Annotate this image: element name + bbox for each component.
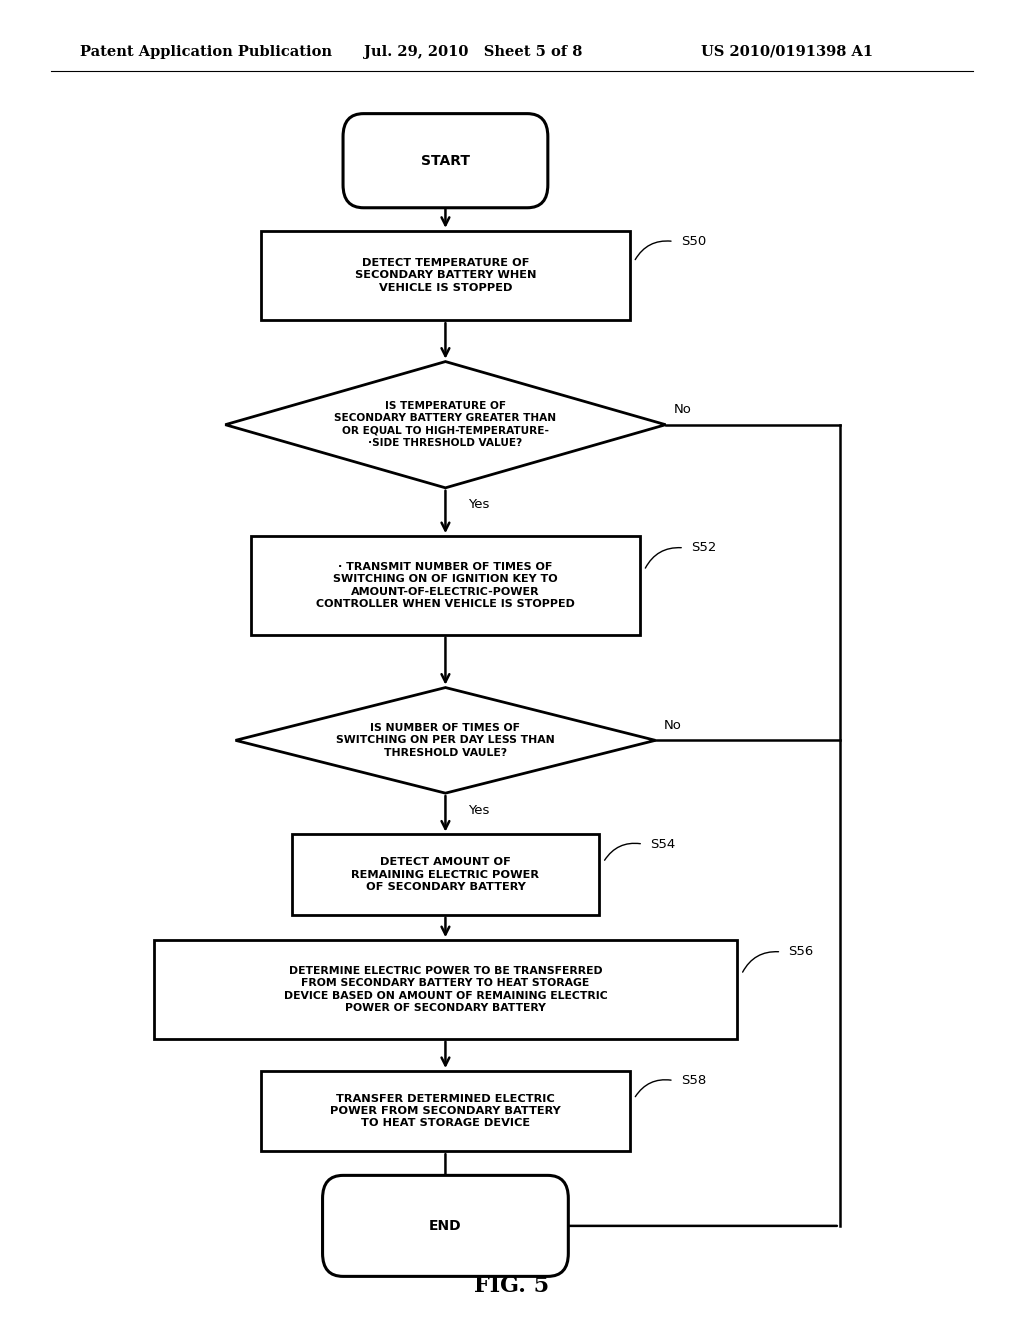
Text: No: No bbox=[664, 719, 681, 731]
Text: END: END bbox=[429, 1218, 462, 1233]
Text: No: No bbox=[674, 403, 691, 416]
Text: Patent Application Publication: Patent Application Publication bbox=[80, 45, 332, 58]
Polygon shape bbox=[236, 688, 655, 793]
Text: DETECT TEMPERATURE OF
SECONDARY BATTERY WHEN
VEHICLE IS STOPPED: DETECT TEMPERATURE OF SECONDARY BATTERY … bbox=[354, 259, 537, 293]
Text: S54: S54 bbox=[650, 838, 676, 850]
Text: Jul. 29, 2010   Sheet 5 of 8: Jul. 29, 2010 Sheet 5 of 8 bbox=[364, 45, 582, 58]
Text: Yes: Yes bbox=[468, 804, 489, 817]
Text: IS NUMBER OF TIMES OF
SWITCHING ON PER DAY LESS THAN
THRESHOLD VAULE?: IS NUMBER OF TIMES OF SWITCHING ON PER D… bbox=[336, 723, 555, 758]
Polygon shape bbox=[225, 362, 666, 488]
Text: START: START bbox=[421, 153, 470, 168]
FancyBboxPatch shape bbox=[154, 940, 737, 1039]
Text: FIG. 5: FIG. 5 bbox=[474, 1275, 550, 1296]
FancyBboxPatch shape bbox=[261, 231, 630, 321]
Text: S56: S56 bbox=[788, 945, 814, 958]
Text: IS TEMPERATURE OF
SECONDARY BATTERY GREATER THAN
OR EQUAL TO HIGH-TEMPERATURE-
·: IS TEMPERATURE OF SECONDARY BATTERY GREA… bbox=[335, 401, 556, 449]
Text: DETERMINE ELECTRIC POWER TO BE TRANSFERRED
FROM SECONDARY BATTERY TO HEAT STORAG: DETERMINE ELECTRIC POWER TO BE TRANSFERR… bbox=[284, 966, 607, 1012]
Text: · TRANSMIT NUMBER OF TIMES OF
SWITCHING ON OF IGNITION KEY TO
AMOUNT-OF-ELECTRIC: · TRANSMIT NUMBER OF TIMES OF SWITCHING … bbox=[316, 562, 574, 609]
FancyBboxPatch shape bbox=[251, 536, 640, 635]
Text: S50: S50 bbox=[681, 235, 707, 248]
FancyBboxPatch shape bbox=[292, 834, 599, 915]
Text: TRANSFER DETERMINED ELECTRIC
POWER FROM SECONDARY BATTERY
TO HEAT STORAGE DEVICE: TRANSFER DETERMINED ELECTRIC POWER FROM … bbox=[330, 1094, 561, 1129]
FancyBboxPatch shape bbox=[261, 1071, 630, 1151]
FancyBboxPatch shape bbox=[323, 1175, 568, 1276]
Text: S58: S58 bbox=[681, 1074, 707, 1088]
Text: Yes: Yes bbox=[468, 499, 489, 511]
FancyBboxPatch shape bbox=[343, 114, 548, 207]
Text: S52: S52 bbox=[691, 541, 717, 554]
Text: US 2010/0191398 A1: US 2010/0191398 A1 bbox=[701, 45, 873, 58]
Text: DETECT AMOUNT OF
REMAINING ELECTRIC POWER
OF SECONDARY BATTERY: DETECT AMOUNT OF REMAINING ELECTRIC POWE… bbox=[351, 857, 540, 892]
